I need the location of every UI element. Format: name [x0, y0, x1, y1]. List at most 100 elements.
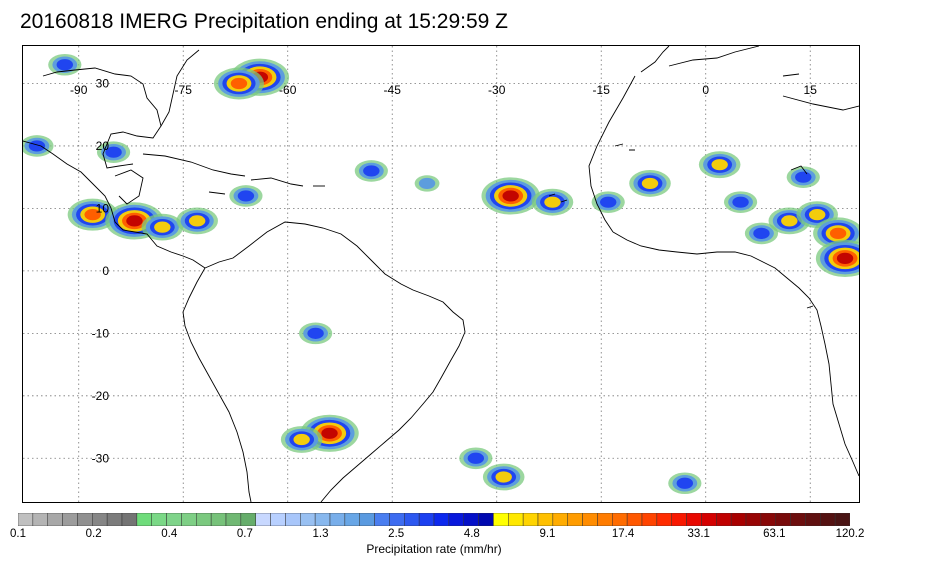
precipitation-cell	[698, 151, 741, 179]
colorbar-swatch	[671, 513, 687, 526]
precipitation-cell	[786, 166, 820, 188]
precipitation-map[interactable]: 30 20 10 0 -10 -20 -30 -90 -75 -60 -45 -30 -15 0 15	[23, 46, 859, 502]
coastline-north-africa	[588, 75, 636, 233]
precipitation-cell	[414, 175, 440, 192]
colorbar-swatch	[508, 513, 524, 526]
coastline-cuba	[142, 153, 246, 177]
colorbar-swatch	[151, 513, 167, 526]
colorbar-tick-label: 2.5	[388, 528, 405, 540]
latitude-tick-label: 20	[96, 139, 110, 153]
precipitation-cell	[744, 222, 779, 245]
colorbar-swatch	[552, 513, 568, 526]
colorbar-swatch	[62, 513, 78, 526]
precipitation-cell	[481, 177, 540, 215]
precipitation-cell	[280, 426, 323, 453]
precipitation-cell	[629, 170, 671, 197]
colorbar-swatch	[418, 513, 435, 526]
coastline-north-america	[23, 140, 206, 269]
latitude-labels: 30 20 10 0 -10 -20 -30	[92, 76, 110, 465]
colorbar-tick-label: 0.1	[10, 528, 26, 540]
longitude-tick-label: -30	[488, 83, 506, 97]
colorbar-swatch	[701, 513, 717, 526]
colorbar-swatch	[775, 513, 791, 526]
coastline-west-africa	[612, 231, 859, 477]
precipitation-cell	[229, 185, 263, 207]
latitude-tick-label: -10	[92, 326, 110, 340]
colorbar-swatch	[686, 513, 702, 526]
precipitation-cell	[531, 188, 574, 216]
colorbar-swatch	[329, 513, 346, 526]
colorbar-swatch	[92, 513, 108, 526]
precipitation-cell	[459, 447, 493, 470]
colorbar-swatch	[716, 513, 732, 526]
latitude-tick-label: 10	[96, 201, 110, 215]
map-title: 20160818 IMERG Precipitation ending at 1…	[20, 10, 508, 33]
colorbar-swatch	[374, 513, 390, 526]
coastline-south-america	[204, 221, 466, 502]
colorbar-swatch	[805, 513, 821, 526]
precipitation-cell	[354, 160, 388, 182]
colorbar-swatch	[745, 513, 762, 526]
colorbar-swatch	[478, 513, 494, 526]
longitude-tick-label: -15	[593, 83, 611, 97]
precipitation-cell	[482, 463, 525, 491]
coastline-yucatan	[114, 169, 144, 205]
colorbar-swatch	[240, 513, 256, 526]
colorbar-swatch	[166, 513, 182, 526]
colorbar-swatch	[300, 513, 316, 526]
latitude-tick-label: 30	[96, 76, 110, 90]
map-panel[interactable]: 30 20 10 0 -10 -20 -30 -90 -75 -60 -45 -30 -15 0 15	[22, 45, 860, 503]
colorbar-swatch	[612, 513, 628, 526]
precipitation-cell	[96, 141, 131, 163]
coastline-jamaica	[208, 191, 226, 195]
colorbar-swatch	[404, 513, 420, 526]
coastline-libya	[782, 95, 859, 111]
colorbar-swatch	[196, 513, 212, 526]
colorbar-swatch	[181, 513, 197, 526]
precipitation-cell	[67, 198, 118, 231]
coastline-south-america-west	[182, 267, 252, 502]
colorbar-tick-label: 17.4	[611, 528, 635, 540]
precipitation-cell	[176, 207, 218, 235]
gridlines	[23, 46, 859, 502]
precipitation-layer	[23, 53, 859, 495]
colorbar-tick-label: 0.7	[236, 528, 253, 540]
colorbar-swatch	[582, 513, 598, 526]
longitude-tick-label: -45	[384, 83, 402, 97]
colorbar-swatch	[433, 513, 450, 526]
precipitation-cell	[141, 213, 184, 241]
latitude-tick-label: -20	[92, 389, 110, 403]
colorbar-swatch	[626, 513, 643, 526]
colorbar-tick-label: 1.3	[312, 528, 329, 540]
colorbar-title: Precipitation rate (mm/hr)	[0, 542, 944, 556]
colorbar-swatch	[790, 513, 806, 526]
longitude-tick-label: 0	[702, 83, 709, 97]
longitude-labels: -90 -75 -60 -45 -30 -15 0 15	[70, 83, 817, 97]
precipitation-cell	[48, 53, 82, 76]
colorbar-swatch	[225, 513, 242, 526]
precipitation-cell	[213, 67, 264, 100]
colorbar-tick-label: 33.1	[687, 528, 710, 540]
coastline-sicily	[782, 73, 800, 77]
latitude-tick-label: 0	[102, 264, 109, 278]
colorbar-swatch	[834, 513, 850, 526]
precipitation-cell	[23, 135, 54, 157]
precipitation-cell	[815, 239, 859, 277]
colorbar-tick-label: 9.1	[539, 528, 556, 540]
colorbar-swatch	[255, 513, 271, 526]
colorbar-swatch	[359, 513, 375, 526]
colorbar-tick-labels: 0.1 0.2 0.4 0.7 1.3 2.5 4.8 9.1 17.4 33.1 63.1 120.…	[0, 528, 944, 544]
colorbar-tick-label: 63.1	[763, 528, 786, 540]
colorbar-swatch	[121, 513, 138, 526]
precipitation-cell	[299, 322, 333, 345]
longitude-tick-label: -60	[279, 83, 297, 97]
colorbar-swatch	[314, 513, 331, 526]
longitude-tick-label: -90	[70, 83, 88, 97]
coastline-lake-chad	[790, 165, 808, 175]
colorbar-swatch	[448, 513, 464, 526]
coastline-canary	[614, 143, 635, 151]
colorbar-swatch	[641, 513, 658, 526]
coastline-bioko	[806, 305, 814, 309]
colorbar-swatch	[32, 513, 48, 526]
colorbar-tick-label: 0.2	[85, 528, 102, 540]
